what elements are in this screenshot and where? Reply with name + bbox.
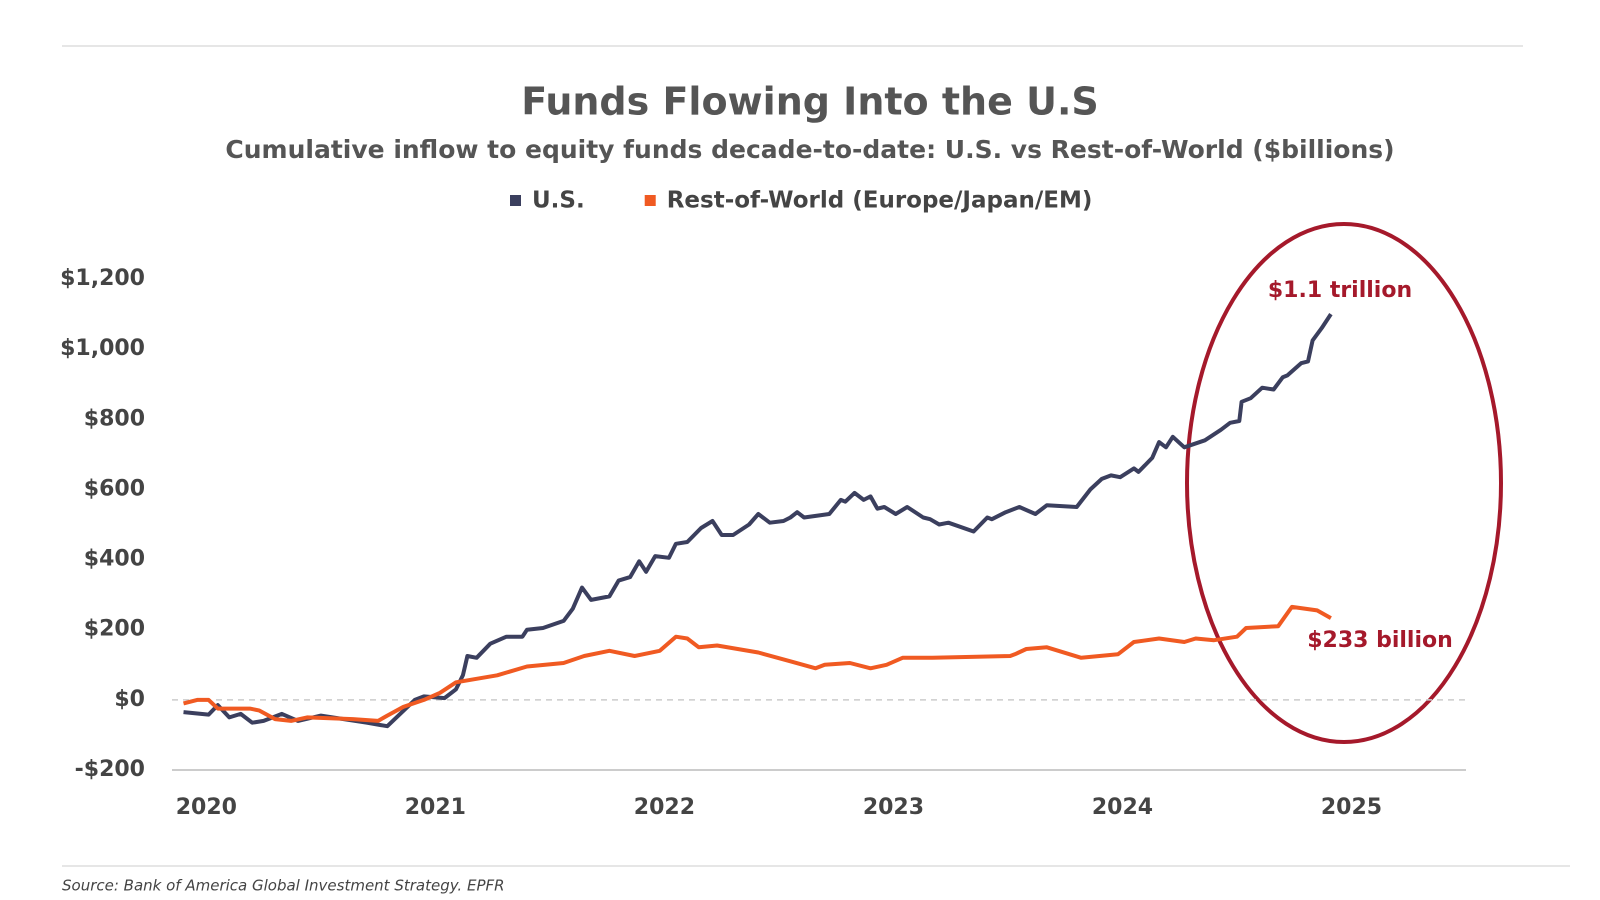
series-line xyxy=(183,604,1332,723)
y-tick-label: $1,000 xyxy=(60,336,145,361)
x-tick-label: 2020 xyxy=(176,795,237,820)
highlight-ellipse xyxy=(1185,222,1503,744)
chart-title: Funds Flowing Into the U.S xyxy=(521,80,1099,124)
legend: U.S. Rest-of-World (Europe/Japan/EM) xyxy=(510,188,1092,214)
annotation: $1.1 trillion xyxy=(1268,278,1412,303)
x-tick-label: 2021 xyxy=(405,795,466,820)
y-tick-label: -$200 xyxy=(75,757,145,782)
legend-swatch xyxy=(510,195,521,206)
y-tick-label: $0 xyxy=(114,687,145,712)
x-tick-label: 2023 xyxy=(863,795,924,820)
x-tick-label: 2025 xyxy=(1321,795,1382,820)
y-tick-label: $1,200 xyxy=(60,266,145,291)
legend-label: Rest-of-World (Europe/Japan/EM) xyxy=(667,188,1093,214)
y-tick-label: $200 xyxy=(84,617,145,642)
series-line xyxy=(183,313,1333,729)
annotation: $233 billion xyxy=(1307,628,1453,653)
y-tick-label: $800 xyxy=(84,406,145,431)
source: Source: Bank of America Global Investmen… xyxy=(62,877,505,895)
legend-label: U.S. xyxy=(532,188,585,214)
x-tick-label: 2022 xyxy=(634,795,695,820)
y-tick-label: $400 xyxy=(84,547,145,572)
x-tick-label: 2024 xyxy=(1092,795,1153,820)
legend-swatch xyxy=(644,195,656,206)
chart-subtitle: Cumulative inflow to equity funds decade… xyxy=(225,135,1394,164)
y-tick-label: $600 xyxy=(84,476,145,501)
